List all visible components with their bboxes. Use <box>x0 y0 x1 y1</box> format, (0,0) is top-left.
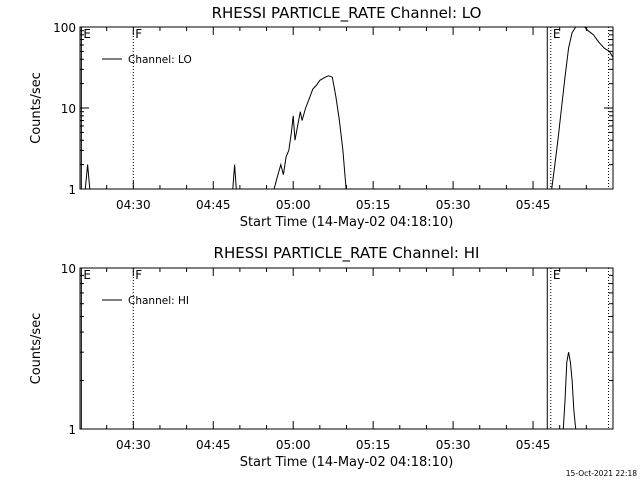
event-marker-label: E <box>83 27 91 41</box>
y-tick-label: 10 <box>61 262 76 276</box>
chart-title: RHESSI PARTICLE_RATE Channel: HI <box>214 244 480 263</box>
event-marker-label: F <box>135 27 142 41</box>
x-tick-label: 04:30 <box>116 198 151 212</box>
series-line <box>84 164 91 190</box>
y-tick-label: 1 <box>68 183 76 197</box>
y-tick-label: 10 <box>61 102 76 116</box>
plot-frame <box>79 26 614 190</box>
footer-timestamp: 15-Oct-2021 22:18 <box>566 469 637 478</box>
hi-channel-panel: RHESSI PARTICLE_RATE Channel: HI Counts/s… <box>29 244 614 470</box>
event-marker-label: E <box>553 27 561 41</box>
x-tick-label: 05:00 <box>276 198 311 212</box>
y-tick-label: 1 <box>68 423 76 437</box>
y-axis-label: Counts/sec <box>29 313 44 385</box>
x-axis-label: Start Time (14-May-02 04:18:10) <box>240 215 454 230</box>
x-tick-label: 05:30 <box>436 438 471 452</box>
series-line <box>273 75 347 190</box>
x-tick-label: 05:30 <box>436 198 471 212</box>
event-marker-label: E <box>553 268 561 282</box>
series-line <box>232 164 237 190</box>
series-line <box>562 352 577 430</box>
x-tick-label: 04:45 <box>196 438 231 452</box>
legend-label: Channel: HI <box>128 295 189 307</box>
x-tick-label: 04:45 <box>196 198 231 212</box>
y-tick-label: 100 <box>53 21 76 35</box>
x-tick-label: 04:30 <box>116 438 151 452</box>
x-tick-label: 05:45 <box>516 438 551 452</box>
x-tick-label: 05:45 <box>516 198 551 212</box>
chart-title: RHESSI PARTICLE_RATE Channel: LO <box>212 4 482 23</box>
event-marker-label: F <box>135 268 142 282</box>
legend-label: Channel: LO <box>128 54 192 66</box>
event-marker-label: E <box>83 268 91 282</box>
plot-frame <box>79 267 614 430</box>
series-line <box>551 26 614 190</box>
x-tick-label: 05:15 <box>356 438 391 452</box>
x-axis-label: Start Time (14-May-02 04:18:10) <box>240 455 454 470</box>
x-tick-label: 05:15 <box>356 198 391 212</box>
lo-channel-panel: RHESSI PARTICLE_RATE Channel: LO Counts/s… <box>29 4 614 230</box>
x-tick-label: 05:00 <box>276 438 311 452</box>
y-axis-label: Counts/sec <box>29 72 44 144</box>
